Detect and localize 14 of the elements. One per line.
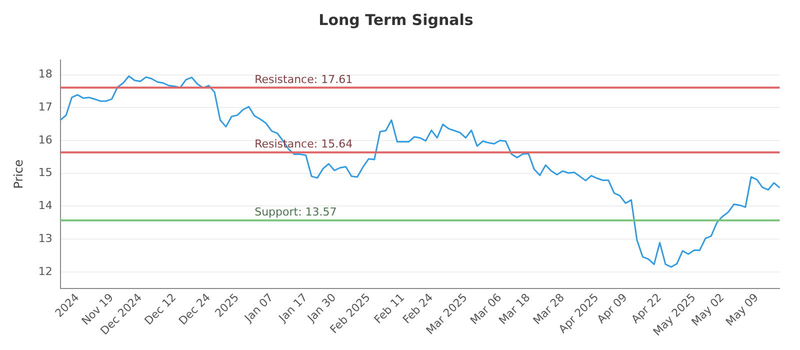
y-tick-label: 17 xyxy=(38,100,52,114)
y-tick-label: 14 xyxy=(38,199,52,212)
chart-title: Long Term Signals xyxy=(318,10,474,29)
y-tick-label: 15 xyxy=(38,166,52,180)
y-tick-label: 16 xyxy=(38,133,52,146)
ref-line-label: Support: 13.57 xyxy=(254,206,337,219)
x-tick-label: Dec 12 xyxy=(142,290,179,328)
x-tick-label: Jan 07 xyxy=(241,290,276,326)
x-tick-label: Dec 24 xyxy=(176,290,213,328)
y-axis-title: Price xyxy=(11,160,26,189)
ref-line-label: Resistance: 17.61 xyxy=(254,72,353,86)
y-tick-label: 18 xyxy=(38,68,52,81)
y-tick-label: 13 xyxy=(38,232,52,245)
y-tick-label: 12 xyxy=(38,264,52,278)
